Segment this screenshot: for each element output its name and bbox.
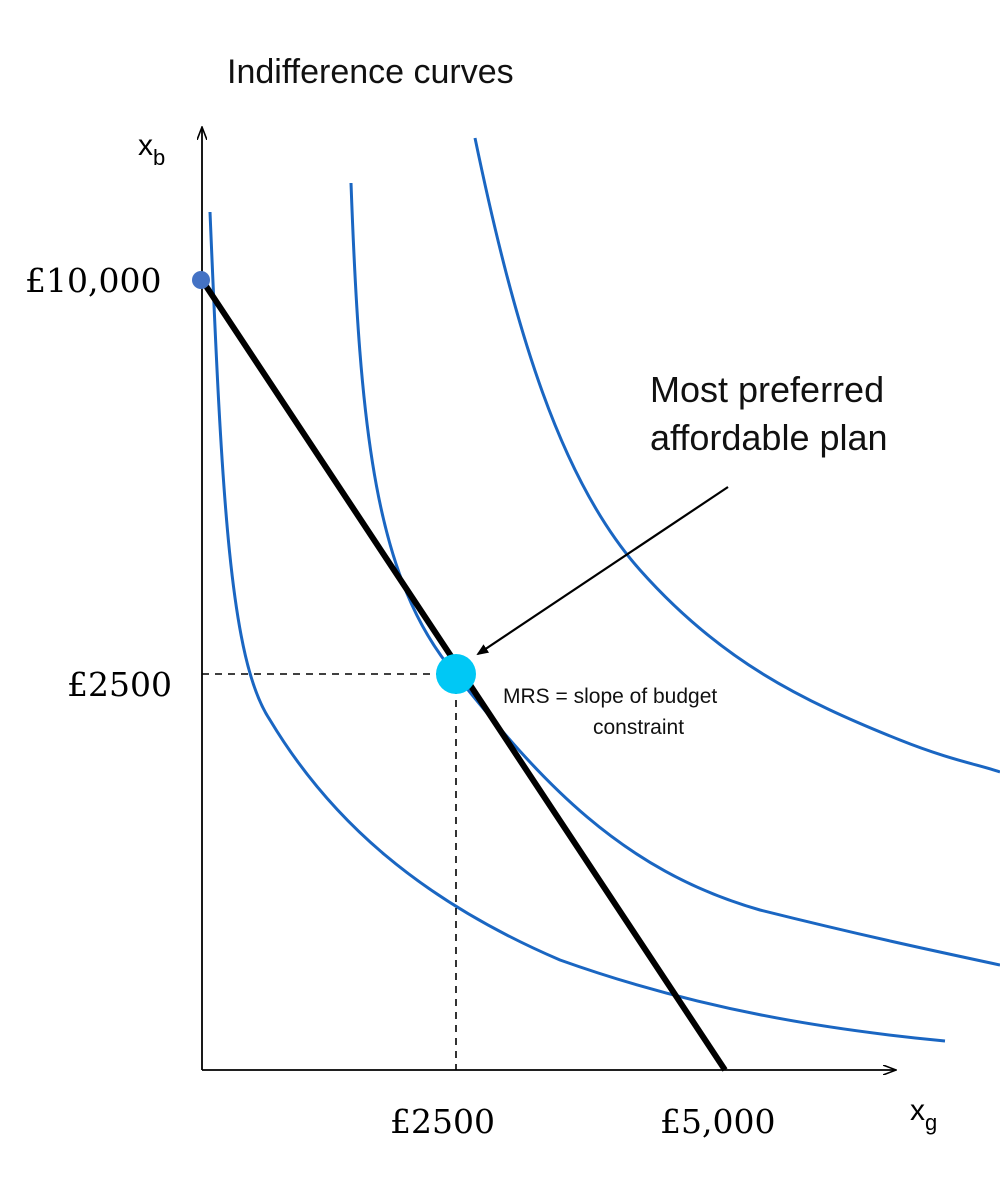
diagram-title: Indifference curves (227, 53, 514, 91)
optimum-point (436, 654, 476, 694)
y-tick-optimum: £2500 (67, 665, 172, 704)
optimum-annotation-line2: affordable plan (650, 417, 888, 458)
indifference-curve-mid (349, 182, 1000, 967)
y-tick-budget-intercept: £10,000 (25, 261, 161, 300)
mrs-annotation-line2: constraint (593, 716, 684, 739)
budget-intercept-point (192, 271, 210, 289)
optimum-arrow (476, 486, 729, 656)
optimum-annotation-line1: Most preferred (650, 369, 884, 410)
x-tick-budget-intercept: £5,000 (660, 1102, 775, 1141)
x-axis-label: xg (910, 1094, 937, 1135)
mrs-annotation-line1: MRS = slope of budget (503, 685, 717, 708)
y-axis-label: xb (138, 129, 165, 170)
indifference-curve-high (473, 137, 1000, 774)
x-tick-optimum: £2500 (390, 1102, 495, 1141)
indifference-curve-low (208, 211, 946, 1043)
